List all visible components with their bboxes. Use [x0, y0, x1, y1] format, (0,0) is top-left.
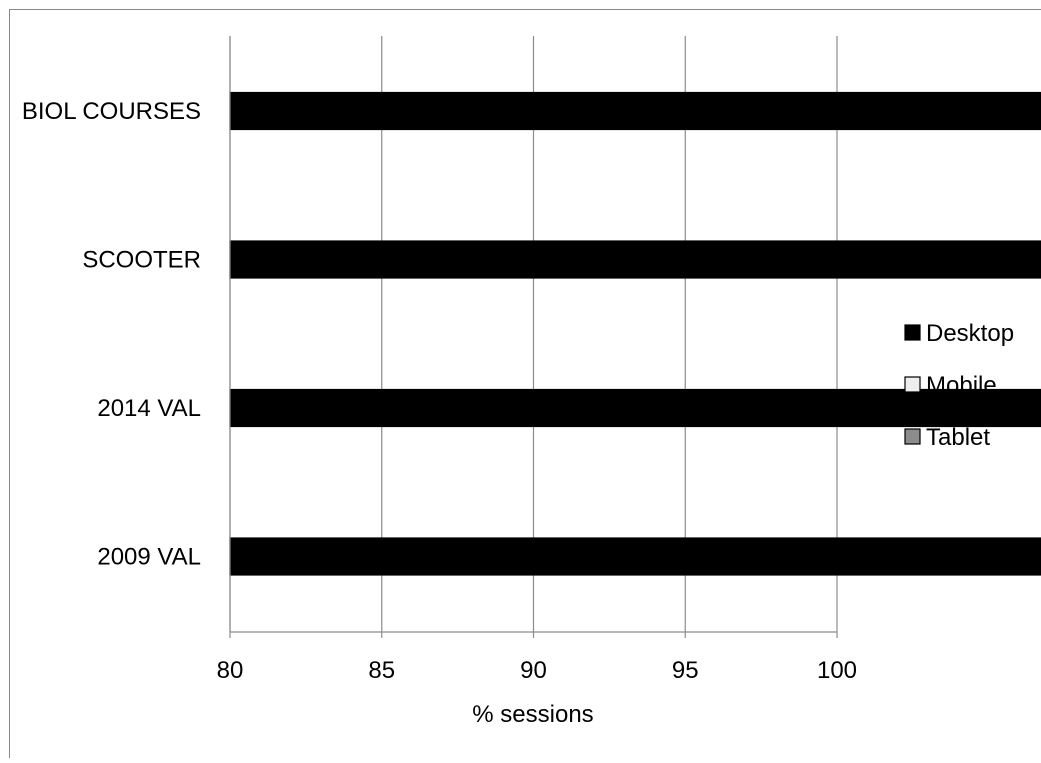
x-tick-label-100: 100 — [817, 657, 857, 684]
legend-swatch-mobile — [905, 377, 920, 392]
bar-scooter-desktop — [230, 241, 1041, 278]
bar-biol-courses-desktop — [230, 93, 1041, 130]
x-tick-label-80: 80 — [217, 657, 244, 684]
legend-swatch-tablet — [905, 429, 920, 444]
category-label-biol-courses: BIOL COURSES — [22, 98, 201, 125]
category-label-2014-val: 2014 VAL — [97, 395, 201, 422]
legend-label-desktop: Desktop — [926, 320, 1014, 347]
bar-2009-val-desktop — [230, 538, 1041, 575]
bar-2014-val-desktop — [230, 390, 1041, 427]
legend-label-mobile: Mobile — [926, 372, 997, 399]
x-tick-label-85: 85 — [368, 657, 395, 684]
legend-swatch-desktop — [905, 325, 920, 340]
x-tick-label-90: 90 — [520, 657, 547, 684]
category-label-scooter: SCOOTER — [82, 247, 201, 274]
x-axis-title: % sessions — [472, 701, 593, 728]
category-label-2009-val: 2009 VAL — [97, 544, 201, 571]
x-tick-label-95: 95 — [672, 657, 699, 684]
legend-label-tablet: Tablet — [926, 424, 990, 451]
